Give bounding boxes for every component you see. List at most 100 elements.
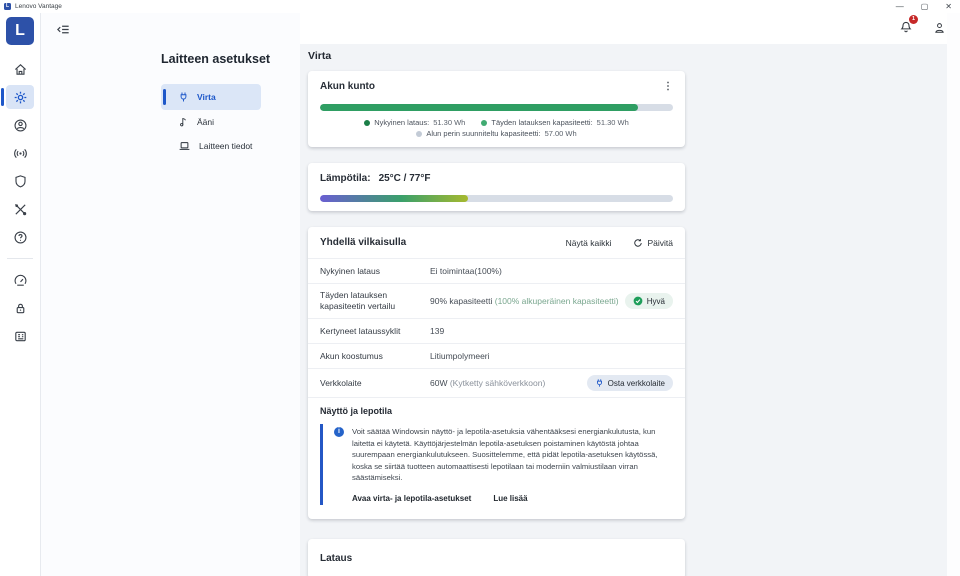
sidebar-item-privacy[interactable] — [0, 294, 40, 322]
sidebar-item-account[interactable] — [0, 111, 40, 139]
sidebar-item-wifi-security[interactable] — [0, 139, 40, 167]
temperature-bar-fill — [320, 195, 469, 202]
sidebar-item-help[interactable] — [0, 223, 40, 251]
scroll-gutter — [947, 13, 960, 576]
row-value: 90% kapasiteetti (100% alkuperäinen kapa… — [430, 295, 619, 306]
subnav-item-label: Laitteen tiedot — [199, 141, 253, 151]
glance-row-current-charge: Nykyinen lataus Ei toimintaa(100%) — [308, 258, 685, 283]
glance-row-cycle-count: Kertyneet lataussyklit 139 — [308, 318, 685, 343]
info-box: i Voit säätää Windowsin näyttö- ja lepot… — [320, 424, 673, 505]
glance-card: Yhdellä vilkaisulla Näytä kaikki Päivitä… — [308, 227, 685, 519]
legend-dot — [416, 130, 423, 137]
window-maximize-button[interactable]: ▢ — [920, 2, 929, 11]
temperature-label: Lämpötila: — [320, 173, 371, 184]
gauge-icon — [14, 274, 26, 286]
subnav-panel: Laitteen asetukset Virta Ääni Laitteen t… — [40, 13, 300, 576]
window-close-button[interactable]: ✕ — [945, 2, 952, 11]
icon-rail: L — [0, 13, 40, 576]
refresh-button[interactable]: Päivitä — [633, 238, 673, 248]
row-value: 60W (Kytketty sähköverkkoon) — [430, 377, 546, 388]
row-label: Kertyneet lataussyklit — [320, 325, 401, 336]
app-logo-icon: L — [4, 3, 11, 10]
buy-adapter-label: Osta verkkolaite — [607, 378, 665, 388]
subnav-item-virta[interactable]: Virta — [161, 84, 261, 110]
battery-health-card: Akun kunto ⋮ Nykyinen lataus: 51.30 Wh T… — [308, 71, 685, 147]
row-label: Akun koostumus — [320, 350, 383, 361]
page-title: Virta — [308, 50, 332, 62]
tools-icon — [14, 203, 26, 215]
shield-icon — [14, 174, 26, 187]
legend-item: Alun perin suunniteltu kapasiteetti: 57.… — [416, 129, 577, 138]
lock-icon — [16, 303, 24, 313]
charging-card: Lataus — [308, 538, 685, 576]
music-note-icon — [180, 118, 186, 127]
gear-icon — [14, 91, 26, 103]
legend-dot — [481, 119, 488, 126]
sidebar-item-home[interactable] — [0, 55, 40, 83]
titlebar: L Lenovo Vantage — ▢ ✕ — [0, 0, 960, 13]
temperature-card: Lämpötila: 25°C / 77°F — [308, 163, 685, 211]
window-title: Lenovo Vantage — [15, 3, 62, 10]
status-badge: Hyvä — [624, 293, 673, 309]
nav-collapse-button[interactable] — [56, 22, 71, 37]
row-value-note: (Kytketty sähköverkkoon) — [449, 377, 546, 388]
notification-bell-button[interactable]: 1 — [899, 15, 918, 35]
plug-icon — [180, 92, 187, 102]
rail-divider — [7, 258, 33, 259]
person-circle-icon — [13, 118, 27, 132]
user-icon — [935, 22, 944, 33]
grid-icon — [14, 331, 26, 341]
temperature-bar — [320, 195, 673, 202]
laptop-icon — [179, 142, 190, 150]
show-all-link[interactable]: Näytä kaikki — [565, 237, 612, 248]
sidebar-item-support[interactable] — [0, 195, 40, 223]
radar-icon — [13, 148, 27, 158]
account-button[interactable] — [933, 21, 946, 35]
refresh-icon — [634, 238, 643, 247]
row-value-note: (100% alkuperäinen kapasiteetti) — [494, 295, 619, 306]
subnav-title: Laitteen asetukset — [161, 52, 271, 66]
question-icon — [13, 230, 27, 244]
legend-dot — [364, 119, 371, 126]
glance-row-ac-adapter: Verkkolaite 60W (Kytketty sähköverkkoon)… — [308, 368, 685, 397]
buy-adapter-button[interactable]: Osta verkkolaite — [586, 375, 673, 391]
learn-more-link[interactable]: Lue lisää — [493, 493, 528, 503]
legend-label: Alun perin suunniteltu kapasiteetti: — [426, 129, 541, 138]
battery-bar — [320, 104, 673, 111]
row-value: 139 — [430, 325, 445, 336]
battery-legend: Nykyinen lataus: 51.30 Wh Täyden latauks… — [320, 118, 673, 138]
info-icon: i — [334, 427, 344, 437]
row-value: Ei toimintaa(100%) — [430, 265, 502, 276]
check-circle-icon — [633, 296, 643, 306]
section-title: Näyttö ja lepotila — [320, 406, 393, 416]
collapse-menu-icon — [57, 25, 69, 34]
lenovo-logo: L — [6, 17, 34, 45]
sidebar-item-security[interactable] — [0, 167, 40, 195]
sidebar-item-apps[interactable] — [0, 322, 40, 350]
kebab-menu-button[interactable]: ⋮ — [663, 80, 673, 92]
sidebar-item-device-settings[interactable] — [0, 83, 40, 111]
selected-highlight — [6, 85, 34, 109]
subnav-item-laitteen-tiedot[interactable]: Laitteen tiedot — [161, 134, 261, 158]
legend-label: Täyden latauksen kapasiteetti: — [491, 118, 593, 127]
card-title: Yhdellä vilkaisulla — [320, 237, 407, 248]
legend-label: Nykyinen lataus: — [374, 118, 430, 127]
plug-icon — [596, 379, 602, 387]
sidebar-item-dashboard[interactable] — [0, 266, 40, 294]
subnav-item-aani[interactable]: Ääni — [161, 110, 261, 134]
battery-bar-fill — [320, 104, 638, 111]
card-title: Akun kunto — [320, 81, 375, 92]
window-minimize-button[interactable]: — — [895, 2, 904, 11]
temperature-value: 25°C / 77°F — [378, 173, 431, 184]
row-label: Täyden latauksen kapasiteetin vertailu — [320, 290, 396, 311]
bell-icon — [900, 21, 912, 33]
row-value: Litiumpolymeeri — [430, 350, 490, 361]
open-power-settings-link[interactable]: Avaa virta- ja lepotila-asetukset — [352, 493, 472, 503]
legend-item: Täyden latauksen kapasiteetti: 51.30 Wh — [481, 118, 629, 127]
legend-item: Nykyinen lataus: 51.30 Wh — [364, 118, 465, 127]
subnav-item-label: Virta — [197, 92, 216, 102]
row-label: Verkkolaite — [320, 377, 362, 388]
subnav-item-label: Ääni — [197, 117, 215, 127]
card-title: Lataus — [320, 552, 353, 564]
status-badge-label: Hyvä — [646, 296, 665, 306]
